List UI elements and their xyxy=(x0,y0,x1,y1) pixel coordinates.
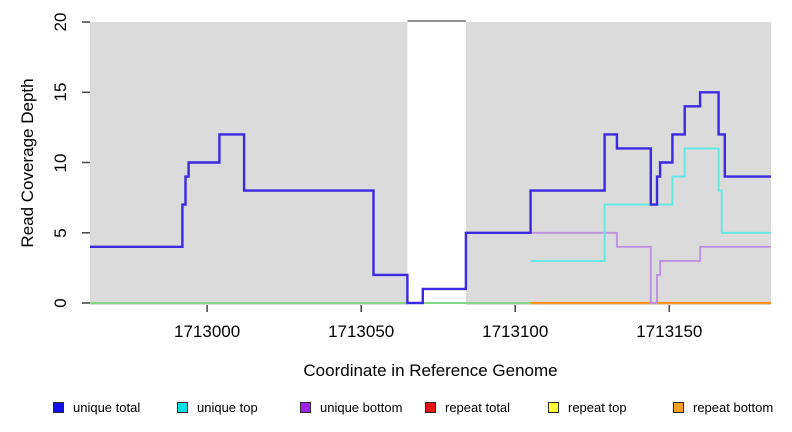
legend-swatch-repeat-bottom xyxy=(673,402,684,413)
series-unique-bottom-line xyxy=(530,231,771,304)
legend-label: unique total xyxy=(73,400,141,415)
legend-label: repeat top xyxy=(568,400,627,415)
legend-item-unique-top: unique top xyxy=(177,400,258,415)
x-tick-label: 1713100 xyxy=(482,322,549,341)
y-tick-label: 15 xyxy=(51,82,70,102)
legend-swatch-unique-top xyxy=(177,402,188,413)
legend-swatch-repeat-total xyxy=(425,402,436,413)
legend-item-repeat-top: repeat top xyxy=(548,400,627,415)
y-tick-label: 5 xyxy=(51,228,70,238)
y-tick-label: 0 xyxy=(51,298,70,308)
legend-item-repeat-bottom: repeat bottom xyxy=(673,400,774,415)
legend-item-repeat-total: repeat total xyxy=(425,400,511,415)
legend-item-unique-bottom: unique bottom xyxy=(300,400,403,415)
legend-swatch-unique-total xyxy=(53,402,64,413)
legend-label: repeat total xyxy=(445,400,511,415)
x-tick-label: 1713000 xyxy=(174,322,241,341)
legend-label: unique bottom xyxy=(320,400,403,415)
x-tick-label: 1713150 xyxy=(636,322,703,341)
shaded-region xyxy=(90,22,408,305)
x-axis-title: Coordinate in Reference Genome xyxy=(303,361,558,380)
legend-item-unique-total: unique total xyxy=(53,400,141,415)
legend-swatch-repeat-top xyxy=(548,402,559,413)
x-tick-label: 1713050 xyxy=(328,322,395,341)
legend-label: unique top xyxy=(197,400,258,415)
y-tick-label: 20 xyxy=(51,12,70,32)
legend-label: repeat bottom xyxy=(693,400,774,415)
series-unique-total-line xyxy=(90,91,771,305)
y-axis-title: Read Coverage Depth xyxy=(18,77,37,248)
series-unique-top-line xyxy=(530,147,771,262)
shaded-region xyxy=(465,22,771,305)
legend-swatch-unique-bottom xyxy=(300,402,311,413)
y-tick-label: 10 xyxy=(51,153,70,172)
